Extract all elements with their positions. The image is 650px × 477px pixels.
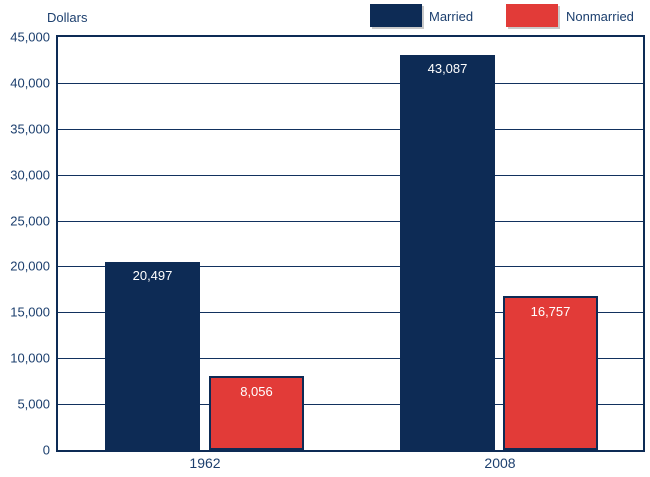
y-tick-label: 40,000: [10, 75, 50, 91]
x-category-label-2008: 2008: [484, 455, 516, 471]
gridline: [58, 83, 643, 84]
bar-value-label: 8,056: [240, 384, 273, 399]
bar-value-label: 20,497: [132, 268, 173, 283]
bar-value-label: 43,087: [427, 61, 468, 76]
y-axis-unit-label: Dollars: [47, 10, 88, 25]
y-tick-label: 20,000: [10, 258, 50, 274]
gridline: [58, 175, 643, 176]
y-tick-label: 10,000: [10, 350, 50, 366]
gridline: [58, 129, 643, 130]
bar-married-2008: 43,087: [400, 55, 495, 450]
y-tick-label: 25,000: [10, 213, 50, 229]
y-tick-label: 5,000: [17, 396, 50, 412]
y-tick-label: 45,000: [10, 29, 50, 45]
gridline: [58, 404, 643, 405]
x-category-label-1962: 1962: [189, 455, 221, 471]
bar-value-label: 16,757: [530, 304, 571, 319]
gridline: [58, 312, 643, 313]
gridline: [58, 221, 643, 222]
bar-nonmarried-2008: 16,757: [503, 296, 598, 450]
y-tick-label: 0: [42, 442, 50, 458]
legend-swatch-married: [370, 4, 422, 27]
bar-married-1962: 20,497: [105, 262, 200, 450]
y-tick-label: 35,000: [10, 121, 50, 137]
legend-label-married: Married: [429, 9, 474, 24]
plot-area: 20,497 43,087 8,056 16,757: [56, 35, 645, 452]
bar-nonmarried-1962: 8,056: [209, 376, 304, 450]
legend-swatch-nonmarried: [506, 4, 558, 27]
y-tick-label: 30,000: [10, 167, 50, 183]
gridline: [58, 266, 643, 267]
y-tick-label: 15,000: [10, 304, 50, 320]
gridline: [58, 358, 643, 359]
legend-label-nonmarried: Nonmarried: [566, 9, 634, 24]
